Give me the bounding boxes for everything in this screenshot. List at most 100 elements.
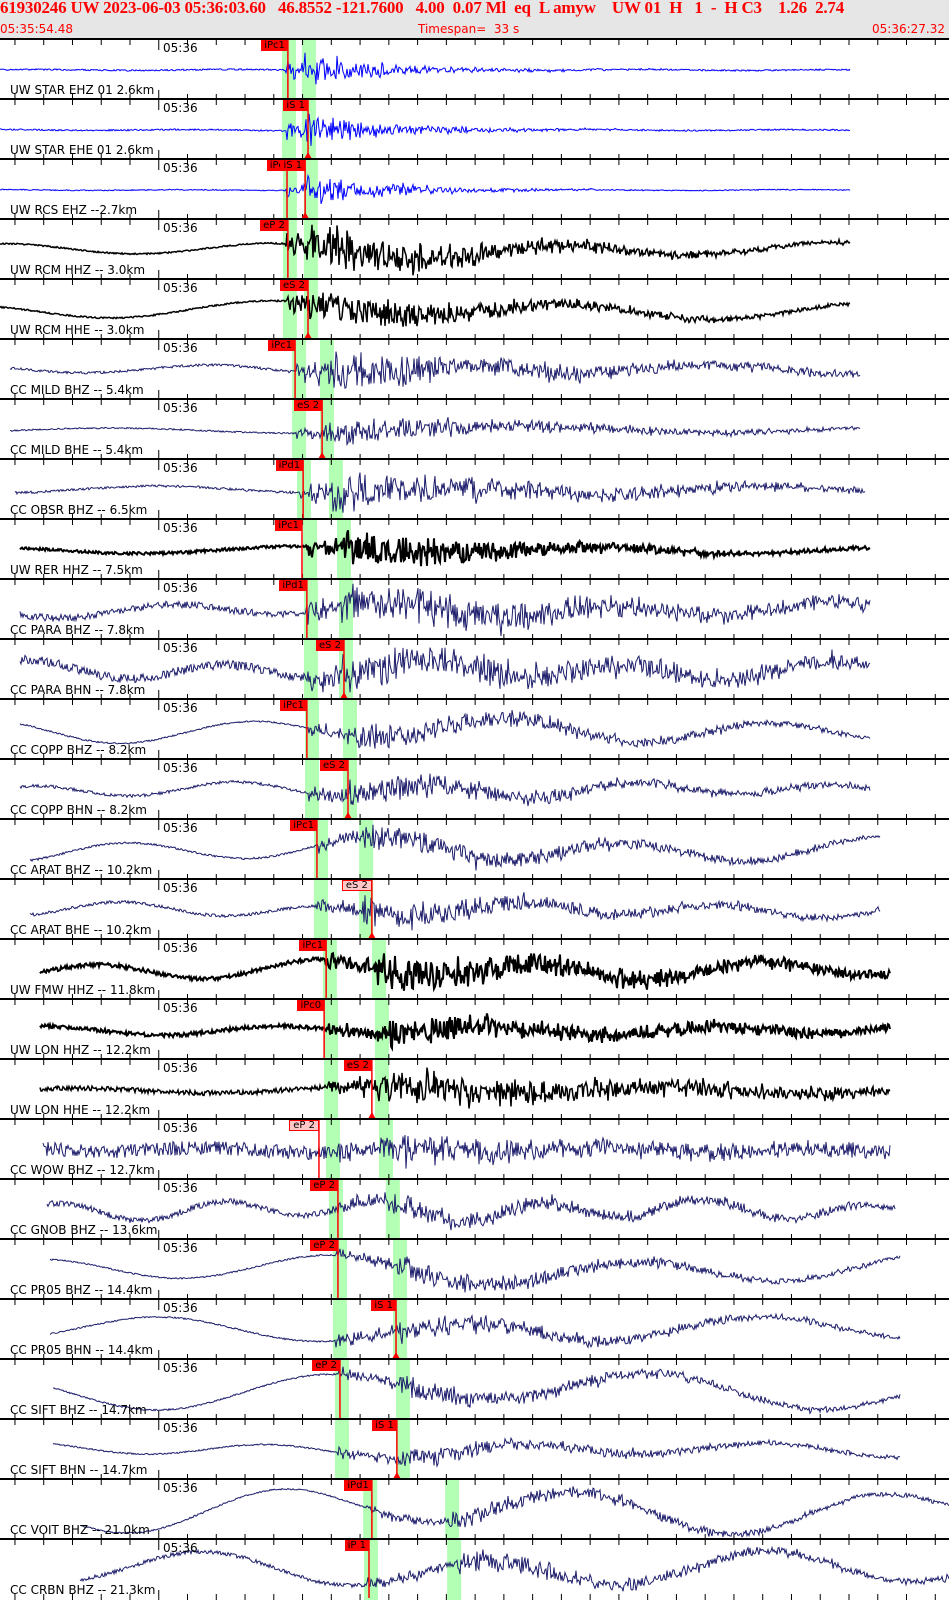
trace-panel: 05:36 CC ARAT BHE -- 10.2km eS 2 — [0, 878, 949, 940]
s-window-band — [301, 100, 316, 160]
phase-pick-label[interactable]: iS 1 — [372, 1420, 397, 1431]
s-window-band — [395, 1420, 410, 1480]
phase-pick-label[interactable]: iPc — [266, 160, 288, 171]
trace-panel: 05:36 CC SIFT BHZ -- 14.7km eP 2 — [0, 1358, 949, 1420]
phase-pick-label[interactable]: iPc1 — [268, 340, 296, 351]
p-window-band — [324, 1060, 339, 1120]
tick-label: 05:36 — [163, 101, 198, 115]
pick-triangle-icon — [367, 1112, 376, 1119]
trace-plot — [14, 880, 936, 940]
waveform-trace — [0, 292, 851, 327]
phase-pick-label[interactable]: iPc1 — [261, 40, 288, 51]
trace-plot — [14, 1060, 936, 1120]
tick-label: 05:36 — [163, 281, 198, 295]
station-label: CC ARAT BHE -- 10.2km — [10, 923, 152, 937]
phase-pick-label[interactable]: iPc1 — [280, 700, 307, 711]
s-window-band — [359, 880, 374, 940]
station-label: UW LON HHE -- 12.2km — [10, 1103, 151, 1117]
phase-pick-label[interactable]: eS 2 — [279, 280, 309, 291]
tick-label: 05:36 — [163, 161, 198, 175]
trace-panel: 05:36 CC MILD BHE -- 5.4km eS 2 — [0, 398, 949, 460]
trace-panel: 05:36 UW RCM HHZ -- 3.0km eP 2 — [0, 218, 949, 280]
trace-panel: 05:36 CC PR05 BHZ -- 14.4km eP 2 — [0, 1238, 949, 1300]
phase-pick-label[interactable]: iPc1 — [275, 520, 302, 531]
waveform-trace — [39, 951, 891, 993]
phase-pick-label[interactable]: iPc1 — [290, 820, 317, 831]
phase-pick-label[interactable]: iPd1 — [279, 580, 307, 591]
phase-pick-label[interactable]: iP 1 — [344, 1540, 369, 1551]
waveform-trace — [0, 52, 851, 85]
phase-pick-label[interactable]: eP 2 — [289, 1120, 319, 1131]
waveform-trace — [29, 892, 881, 931]
station-label: UW RCM HHE -- 3.0km — [10, 323, 145, 337]
tick-label: 05:36 — [163, 701, 198, 715]
waveform-trace — [9, 351, 861, 390]
station-label: CC GNOB BHZ -- 13.6km — [10, 1223, 158, 1237]
s-window-band — [343, 700, 358, 760]
tick-label: 05:36 — [163, 41, 198, 55]
station-label: UW FMW HHZ -- 11.8km — [10, 983, 156, 997]
trace-panel: 05:36 CC GNOB BHZ -- 13.6km eP 2 — [0, 1178, 949, 1240]
waveform-trace — [39, 1067, 891, 1109]
phase-pick-label[interactable]: eP 2 — [310, 1240, 338, 1251]
pick-triangle-icon — [304, 152, 313, 159]
seismogram-panels: 05:36 UW STAR EHZ 01 2.6km iPc1 05:36 UW STA… — [0, 38, 949, 1600]
tick-label: 05:36 — [163, 341, 198, 355]
tick-label: 05:36 — [163, 581, 198, 595]
tick-label: 05:36 — [163, 1541, 198, 1555]
event-header: 61930246 UW 2023-06-03 05:36:03.60 46.85… — [0, 0, 949, 38]
waveform-trace — [49, 1312, 901, 1349]
trace-panel: 05:36 CC WOW BHZ -- 12.7km eP 2 — [0, 1118, 949, 1180]
phase-pick-label[interactable]: eP 2 — [312, 1360, 340, 1371]
tick-label: 05:36 — [163, 1121, 198, 1135]
phase-pick-label[interactable]: iPc1 — [299, 940, 327, 951]
s-window-band — [445, 1480, 460, 1540]
waveform-trace — [9, 417, 861, 447]
trace-panel: 05:36 CC PR05 BHN -- 14.4km iS 1 — [0, 1298, 949, 1360]
waveform-trace — [0, 224, 851, 276]
phase-pick-label[interactable]: iPd1 — [344, 1480, 372, 1491]
tick-label: 05:36 — [163, 1241, 198, 1255]
trace-panel: 05:36 UW RER HHZ -- 7.5km iPc1 — [0, 518, 949, 580]
tick-label: 05:36 — [163, 1481, 198, 1495]
trace-plot — [14, 1540, 949, 1600]
phase-pick-label[interactable]: iS 1 — [371, 1300, 397, 1311]
phase-pick-label[interactable]: eP 2 — [310, 1180, 338, 1191]
pick-triangle-icon — [301, 212, 310, 219]
station-label: CC OBSR BHZ -- 6.5km — [10, 503, 148, 517]
waveform-trace — [0, 113, 851, 146]
phase-pick-label[interactable]: eS 2 — [315, 640, 344, 651]
station-label: CC COPP BHZ -- 8.2km — [10, 743, 147, 757]
pick-triangle-icon — [304, 332, 313, 339]
tick-label: 05:36 — [163, 941, 198, 955]
phase-pick-label[interactable]: iS 1 — [280, 160, 306, 171]
phase-pick-label[interactable]: eS 2 — [343, 1060, 372, 1071]
station-label: CC CRBN BHZ -- 21.3km — [10, 1583, 156, 1597]
trace-plot — [14, 1240, 936, 1300]
p-window-band — [305, 760, 320, 820]
waveform-trace — [19, 530, 871, 567]
waveform-trace — [49, 1248, 901, 1293]
trace-plot — [0, 40, 936, 100]
trace-plot — [14, 700, 936, 760]
trace-panel: 05:36 UW LON HHE -- 12.2km eS 2 — [0, 1058, 949, 1120]
trace-panel: 05:36 UW LON HHZ -- 12.2km iPc0 — [0, 998, 949, 1060]
phase-pick-label[interactable]: eS 2 — [319, 760, 348, 771]
p-window-band — [328, 1180, 343, 1240]
tick-label: 05:36 — [163, 1301, 198, 1315]
phase-pick-label[interactable]: eP 2 — [260, 220, 288, 231]
phase-pick-label[interactable]: eS 2 — [294, 400, 323, 411]
window-end-time: 05:36:27.32 — [872, 22, 945, 36]
trace-panel: 05:36 CC PARA BHZ -- 7.8km iPd1 — [0, 578, 949, 640]
phase-pick-label[interactable]: eS 2 — [341, 880, 372, 891]
phase-pick-label[interactable]: iPc0 — [297, 1000, 325, 1011]
tick-label: 05:36 — [163, 221, 198, 235]
trace-plot — [14, 460, 936, 520]
phase-pick-label[interactable]: iPd1 — [275, 460, 304, 471]
trace-plot — [14, 820, 936, 880]
station-label: CC ARAT BHZ -- 10.2km — [10, 863, 153, 877]
phase-pick-label[interactable]: iS 1 — [283, 100, 309, 111]
station-label: CC PARA BHZ -- 7.8km — [10, 623, 145, 637]
trace-panel: 05:36 CC COPP BHN -- 8.2km eS 2 — [0, 758, 949, 820]
s-window-band — [447, 1540, 462, 1600]
